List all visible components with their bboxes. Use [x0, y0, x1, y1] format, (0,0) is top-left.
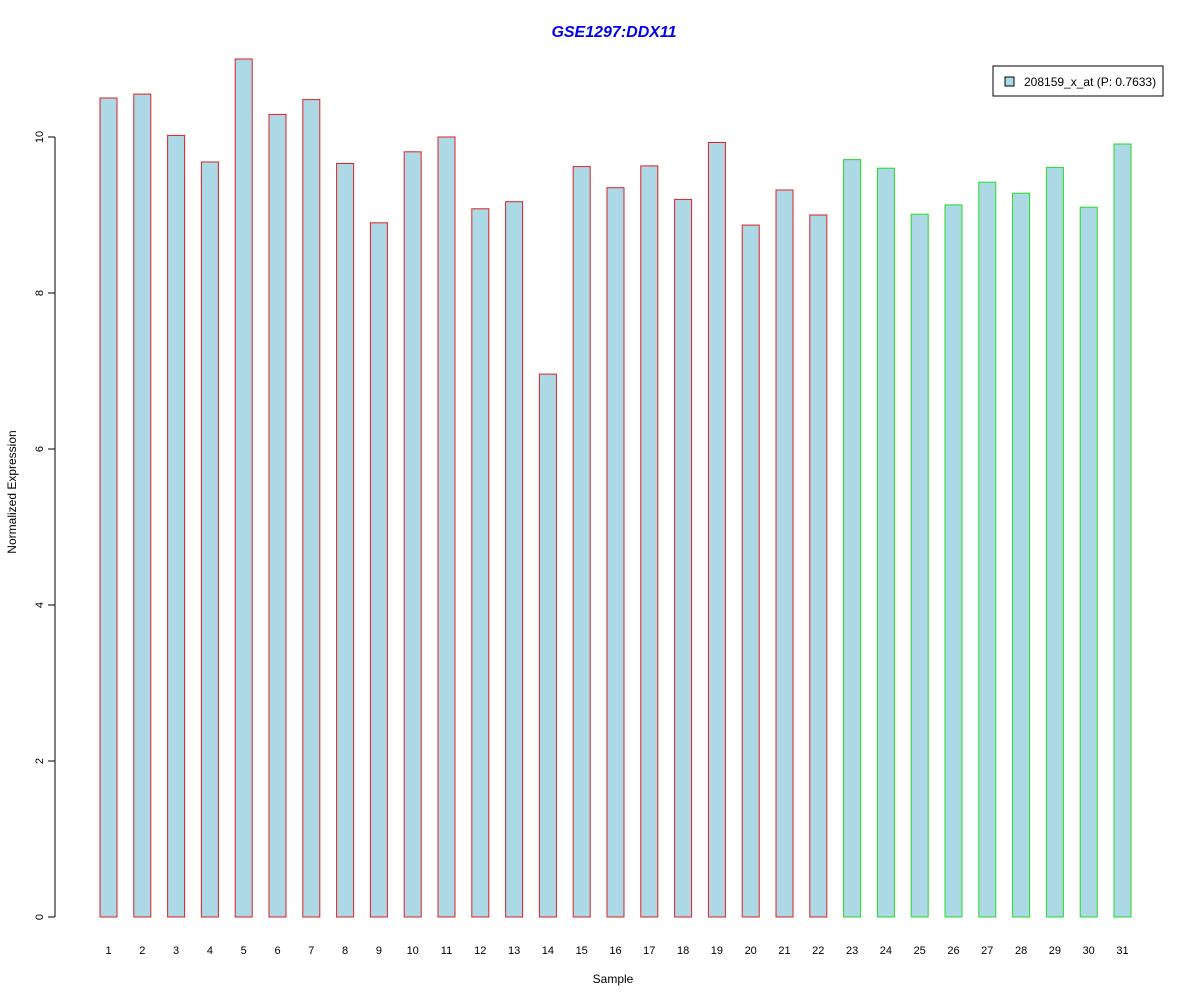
legend: 208159_x_at (P: 0.7633) [992, 65, 1164, 97]
bar-10 [403, 151, 422, 918]
bar-22 [809, 214, 828, 918]
bar-8 [336, 163, 355, 918]
bar-9 [369, 222, 388, 918]
x-tick-label: 5 [241, 945, 247, 957]
bar-29 [1045, 166, 1064, 918]
x-tick-label: 25 [914, 945, 926, 957]
y-tick-label: 0 [34, 914, 46, 920]
x-tick-label: 22 [812, 945, 824, 957]
x-tick-label: 11 [441, 945, 452, 957]
bar-3 [167, 134, 186, 918]
x-tick-label: 16 [609, 945, 621, 957]
x-tick-label: 21 [778, 945, 790, 957]
bar-25 [910, 213, 929, 918]
bar-31 [1113, 143, 1132, 918]
x-tick-label: 28 [1015, 945, 1027, 957]
bar-27 [978, 181, 997, 918]
y-axis: 0 2 4 6 8 10 [34, 131, 56, 920]
x-tick-label: 27 [981, 945, 993, 957]
x-axis-label: Sample [593, 972, 634, 986]
legend-box [992, 65, 1164, 97]
bar-17 [640, 165, 659, 918]
x-tick-label: 26 [947, 945, 959, 957]
x-tick-label: 15 [576, 945, 588, 957]
bar-16 [606, 187, 625, 918]
x-tick-label: 31 [1116, 945, 1128, 957]
bar-23 [843, 159, 862, 918]
x-tick-label: 14 [542, 945, 554, 957]
chart-title: GSE1297:DDX11 [551, 24, 676, 41]
bar-20 [741, 224, 760, 918]
x-tick-label: 4 [207, 945, 213, 957]
bar-13 [505, 201, 524, 918]
x-tick-label: 29 [1049, 945, 1061, 957]
x-tick-label: 24 [880, 945, 892, 957]
bar-30 [1079, 206, 1098, 918]
y-axis-label: Normalized Expression [5, 430, 19, 553]
bar-24 [876, 167, 895, 918]
bar-18 [674, 198, 693, 918]
bar-1 [99, 97, 118, 918]
x-tick-label: 18 [677, 945, 689, 957]
bar-26 [944, 204, 963, 918]
bar-21 [775, 189, 794, 918]
x-tick-label: 23 [846, 945, 858, 957]
bars [99, 58, 1132, 918]
x-tick-label: 8 [342, 945, 348, 957]
x-tick-label: 19 [711, 945, 723, 957]
bar-5 [234, 58, 253, 918]
x-tick-label: 10 [407, 945, 419, 957]
legend-label: 208159_x_at (P: 0.7633) [1024, 75, 1156, 89]
x-tick-label: 13 [508, 945, 520, 957]
x-tick-label: 30 [1083, 945, 1095, 957]
x-tick-label: 1 [105, 945, 111, 957]
x-tick-label: 20 [745, 945, 757, 957]
x-tick-label: 3 [173, 945, 179, 957]
bar-19 [707, 142, 726, 918]
x-tick-labels: 1 2 3 4 5 6 7 8 9 10 11 12 13 14 15 16 17 18 19 20 21 22 23 24 2… [105, 945, 1128, 957]
y-tick-label: 2 [34, 758, 46, 764]
x-tick-label: 6 [274, 945, 280, 957]
bar-7 [302, 99, 321, 918]
x-tick-label: 12 [474, 945, 486, 957]
x-tick-label: 17 [643, 945, 655, 957]
bar-2 [133, 93, 152, 918]
x-tick-label: 7 [308, 945, 314, 957]
x-tick-label: 9 [376, 945, 382, 957]
y-tick-label: 4 [34, 602, 46, 608]
legend-swatch [1004, 76, 1015, 87]
bar-15 [572, 166, 591, 918]
bar-28 [1012, 192, 1031, 918]
bar-4 [200, 161, 219, 918]
bar-12 [471, 208, 490, 918]
y-tick-label: 10 [34, 131, 46, 143]
bar-14 [538, 373, 557, 918]
bar-11 [437, 136, 456, 918]
x-tick-label: 2 [139, 945, 145, 957]
y-tick-label: 8 [34, 290, 46, 296]
y-tick-label: 6 [34, 446, 46, 452]
bar-6 [268, 113, 287, 918]
